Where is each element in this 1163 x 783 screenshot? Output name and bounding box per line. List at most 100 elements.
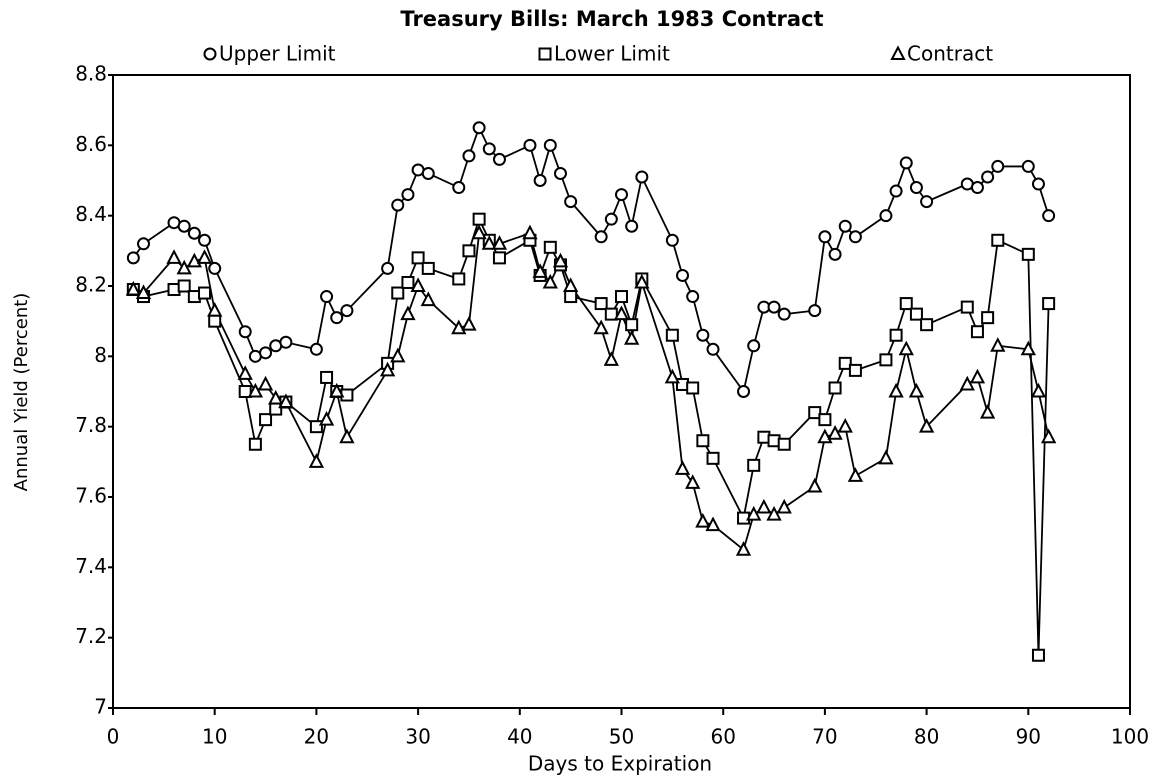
x-tick-label: 0 [107,725,120,749]
data-point [899,297,913,311]
data-point [625,318,639,332]
data-point [1031,648,1045,662]
x-tick-label: 90 [1016,725,1041,749]
x-tick-label: 40 [507,725,532,749]
data-point [706,451,720,465]
data-point [847,467,864,482]
data-point [1040,428,1057,444]
data-point [259,346,273,360]
data-point [177,219,191,233]
data-point [766,505,782,521]
data-point [198,233,212,247]
data-point [828,247,842,261]
y-tick-label: 8.8 [75,62,107,86]
data-point [137,237,151,251]
data-point [705,516,721,532]
data-point [777,437,791,451]
data-point [879,209,893,223]
data-point [604,212,618,226]
data-point [747,458,761,472]
data-point [309,342,323,356]
data-point [400,305,416,321]
x-tick-label: 100 [1111,725,1149,749]
data-point [401,275,415,289]
data-point [747,339,761,353]
data-point [665,233,679,247]
data-point [918,418,935,433]
data-point [320,370,334,384]
data-point [889,184,903,198]
data-point [615,188,628,202]
data-point [625,219,639,233]
data-point [318,410,335,426]
legend-marker [203,47,217,61]
data-point [492,251,506,265]
data-point [176,259,192,275]
data-point [177,279,191,293]
x-tick-label: 50 [609,725,634,749]
data-point [756,498,772,514]
data-point [522,224,538,240]
data-point [553,166,567,180]
data-point [603,351,619,366]
y-tick-label: 7.4 [75,554,107,578]
y-tick-label: 8.4 [75,202,107,226]
data-point [981,311,995,325]
y-tick-label: 7.2 [75,624,107,648]
data-point [920,195,934,209]
data-point [452,272,466,286]
data-point [379,361,396,377]
data-point [563,277,579,292]
data-point [420,291,436,307]
legend-marker [538,47,552,61]
chart-title: Treasury Bills: March 1983 Contract [400,7,823,31]
data-point [462,244,476,258]
legend-label: Upper Limit [219,42,336,66]
series-line [133,231,1050,552]
data-point [970,325,984,339]
legend-label: Contract [907,42,993,66]
data-point [827,425,843,440]
data-point [461,316,477,331]
y-tick-label: 8.6 [75,132,107,156]
series-line [132,216,1050,656]
data-point [421,261,435,275]
data-point [207,301,223,317]
data-point [330,311,344,325]
data-point [1021,247,1035,261]
data-point [828,381,842,395]
data-point [391,198,405,212]
data-point [309,420,323,434]
data-point [421,166,435,180]
data-point [542,273,558,289]
data-point [135,284,152,300]
data-point [401,188,415,202]
data-point [481,235,497,250]
data-point [686,381,700,395]
data-point [634,273,650,289]
data-point [391,286,405,300]
data-point [848,230,862,244]
legend-label: Lower Limit [554,42,670,66]
data-point [685,474,701,489]
data-point [1030,382,1047,398]
y-tick-label: 8 [94,343,107,367]
data-point [552,252,569,268]
data-point [564,195,578,209]
data-point [390,347,406,363]
legend-marker [890,45,906,60]
y-tick-label: 7.8 [75,413,107,437]
data-point [593,319,609,335]
data-point [491,235,508,250]
data-point [686,290,700,304]
data-point [492,152,506,166]
data-point [308,453,325,468]
data-point [838,356,852,370]
data-point [594,230,608,244]
data-point [543,240,557,254]
data-point [696,434,710,448]
data-point [991,233,1005,247]
data-point [818,230,832,244]
data-point [1021,159,1035,173]
